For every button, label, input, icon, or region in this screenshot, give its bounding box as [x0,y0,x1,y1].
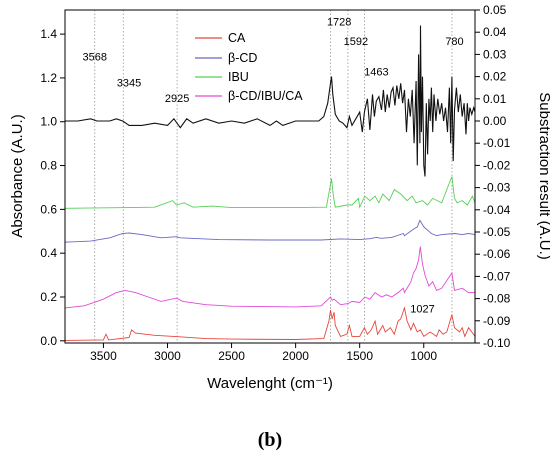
legend-label-ibu: IBU [228,70,249,84]
peak-annotation-1728: 1728 [327,16,351,28]
series-line-β-CD [64,219,476,243]
y-right-tick-label-10: -0.05 [483,225,511,239]
y-left-tick-label-3: 0.6 [40,202,57,216]
y-right-tick-label-12: -0.07 [483,269,511,283]
y-right-tick-label-1: 0.04 [483,25,507,39]
peak-annotation-780: 780 [445,36,463,48]
series-line-IBU [64,176,476,209]
reference-lines [94,10,453,343]
x-tick-label-0: 3500 [90,349,117,363]
x-tick-label-5: 1000 [410,349,437,363]
peak-annotation-1463: 1463 [364,67,388,79]
series-line-subtraction [65,25,476,177]
y-left-tick-label-7: 1.4 [40,27,57,41]
legend-label-bcd: β-CD [228,51,257,65]
panel-label: (b) [258,429,282,451]
y-left-tick-label-0: 0.0 [40,334,57,348]
y-right-tick-label-8: -0.03 [483,181,511,195]
y-right-tick-label-3: 0.02 [483,70,507,84]
axis-ticks: 3500 3000 2500 2000 1500 1000 0.0 0.2 0.4 0.6 0.8 1… [40,3,510,363]
x-tick-label-3: 2000 [282,349,309,363]
legend-label-ca: CA [228,31,246,45]
series-line-β-CD/IBU/CA [64,246,475,309]
y-left-tick-label-4: 0.8 [40,159,57,173]
legend-label-complex: β-CD/IBU/CA [228,89,303,103]
y-right-tick-label-2: 0.03 [483,47,507,61]
y-right-tick-label-4: 0.01 [483,92,507,106]
peak-annotation-2925: 2925 [165,93,189,105]
y-right-tick-label-0: 0.05 [483,3,507,17]
peak-annotation-1592: 1592 [344,36,368,48]
legend: CA β-CD IBU β-CD/IBU/CA [195,31,303,103]
x-axis-title: Wavelenght (cm⁻¹) [207,375,333,392]
series-line-CA [64,306,476,341]
y-right-tick-label-11: -0.06 [483,247,511,261]
y-right-tick-label-13: -0.08 [483,292,511,306]
y-right-tick-label-9: -0.04 [483,203,511,217]
y-right-tick-label-5: 0.00 [483,114,507,128]
y-left-tick-label-5: 1.0 [40,115,57,129]
peak-annotation-3568: 3568 [82,51,106,63]
y-right-tick-label-15: -0.10 [483,336,511,350]
peak-annotations: 3568 3345 2925 1728 1592 1463 1027 780 [82,16,463,315]
series-group [64,25,476,341]
plot-frame [64,9,476,344]
y-right-tick-label-7: -0.02 [483,158,511,172]
peak-annotation-3345: 3345 [117,78,141,90]
y-left-tick-label-2: 0.4 [40,246,57,260]
y-left-tick-label-1: 0.2 [40,290,57,304]
y-axis-title-left: Absorbance (A.U.) [9,114,26,237]
x-tick-label-1: 3000 [154,349,181,363]
y-axis-title-right: Substraction result (A.U.) [536,92,550,260]
peak-annotation-1027: 1027 [410,303,434,315]
x-tick-label-2: 2500 [218,349,245,363]
y-left-tick-label-6: 1.2 [40,71,57,85]
y-right-tick-label-6: -0.01 [483,136,511,150]
x-tick-label-4: 1500 [346,349,373,363]
y-right-tick-label-14: -0.09 [483,314,511,328]
